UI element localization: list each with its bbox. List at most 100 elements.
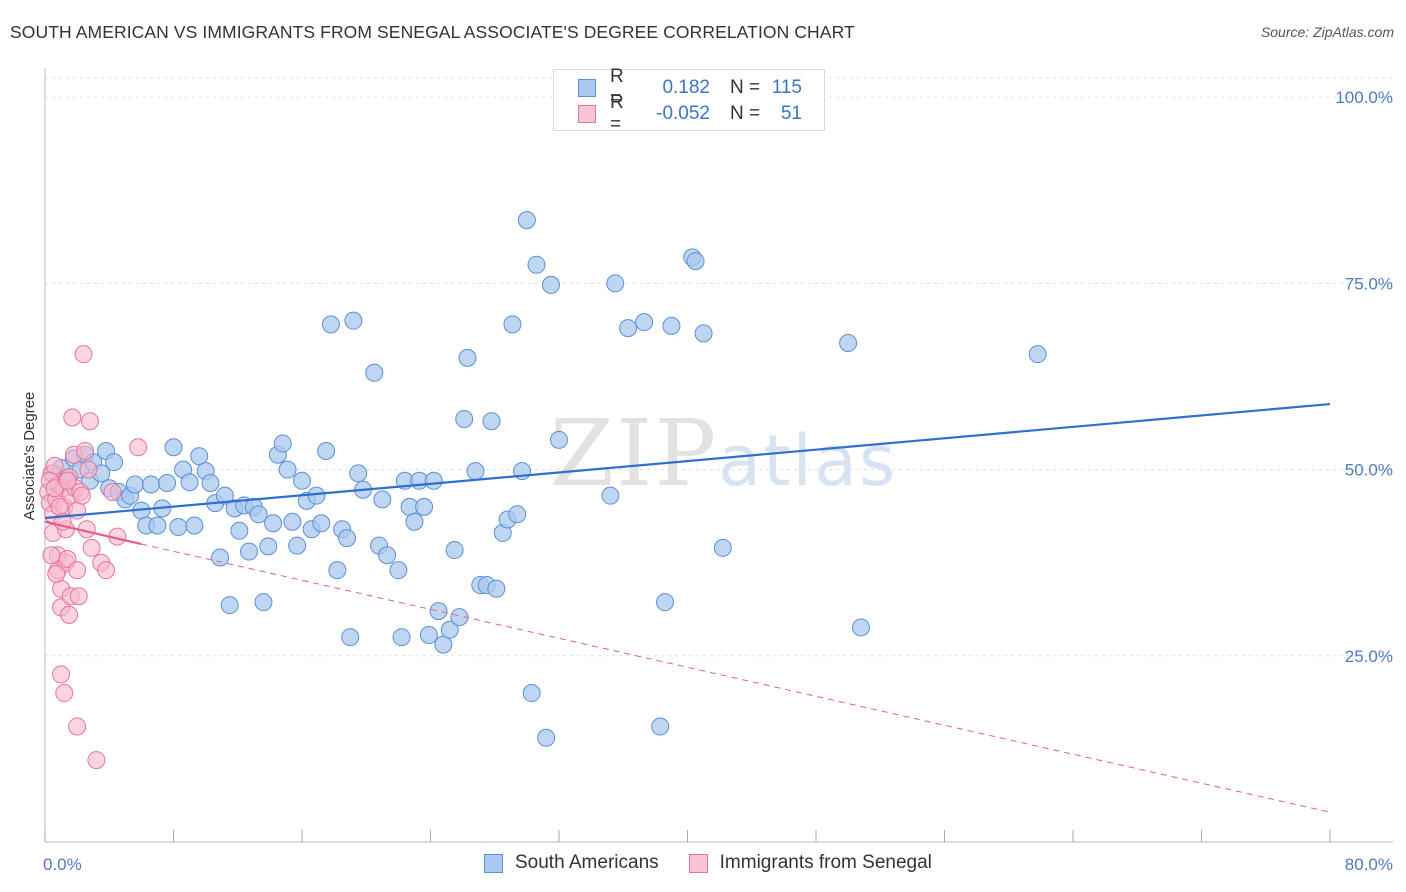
trendline-senegal-dashed — [141, 543, 1331, 813]
data-point-south-americans — [651, 717, 670, 736]
data-point-south-americans — [312, 514, 331, 533]
data-point-senegal — [60, 605, 79, 624]
x-tick-label: 80.0% — [1345, 855, 1393, 874]
data-point-south-americans — [450, 608, 469, 627]
correlation-legend: R = 0.182 N = 115 R = -0.052 N = 51 — [553, 66, 825, 135]
data-point-south-americans — [429, 602, 448, 621]
data-point-senegal — [68, 717, 87, 736]
data-point-south-americans — [125, 475, 144, 494]
legend-n-value: 51 — [780, 103, 802, 124]
data-point-senegal — [42, 546, 61, 565]
data-point-south-americans — [713, 538, 732, 557]
data-point-south-americans — [220, 596, 239, 615]
data-point-south-americans — [158, 474, 177, 493]
y-tick-label: 50.0% — [1345, 461, 1393, 480]
data-point-south-americans — [541, 275, 560, 294]
data-point-south-americans — [373, 490, 392, 509]
data-point-south-americans — [293, 471, 311, 490]
source-label: Source: ZipAtlas.com — [1260, 24, 1394, 40]
legend-n-label: N = — [730, 103, 761, 124]
data-point-south-americans — [487, 579, 506, 598]
data-point-south-americans — [527, 255, 546, 274]
data-point-south-americans — [185, 516, 204, 535]
data-point-south-americans — [239, 542, 258, 561]
data-point-senegal — [103, 482, 122, 501]
data-point-south-americans — [278, 460, 297, 479]
data-point-south-americans — [839, 334, 858, 353]
data-point-south-americans — [201, 474, 220, 493]
legend-n-label: N = — [730, 77, 761, 98]
data-point-south-americans — [215, 486, 234, 505]
data-point-senegal — [55, 684, 74, 703]
data-point-south-americans — [508, 505, 527, 524]
legend-row-senegal: R = -0.052 N = 51 — [578, 92, 802, 135]
legend-n-value: 115 — [771, 77, 802, 98]
data-point-south-americans — [466, 462, 485, 481]
data-point-south-americans — [164, 438, 183, 457]
data-point-south-americans — [482, 412, 501, 431]
data-point-senegal — [63, 408, 82, 427]
data-point-senegal — [97, 561, 116, 580]
data-point-senegal — [82, 538, 101, 557]
data-point-senegal — [72, 486, 91, 505]
data-point-south-americans — [259, 537, 278, 556]
legend-swatch-pink — [578, 105, 596, 123]
data-point-south-americans — [288, 536, 307, 555]
chart-title: SOUTH AMERICAN VS IMMIGRANTS FROM SENEGA… — [10, 22, 855, 42]
data-point-south-americans — [445, 541, 464, 560]
data-point-senegal — [76, 442, 95, 460]
data-point-south-americans — [455, 409, 474, 428]
data-point-senegal — [58, 471, 77, 490]
data-point-south-americans — [424, 471, 443, 490]
data-point-south-americans — [211, 548, 230, 567]
data-point-south-americans — [662, 316, 681, 335]
data-point-south-americans — [337, 529, 356, 548]
data-point-south-americans — [283, 512, 302, 531]
data-point-south-americans — [458, 348, 477, 367]
data-point-south-americans — [415, 497, 434, 516]
legend-swatch-blue — [484, 853, 503, 873]
y-tick-label: 25.0% — [1345, 647, 1393, 666]
legend-r-label: R = — [610, 92, 624, 135]
data-point-south-americans — [142, 475, 161, 494]
data-point-south-americans — [522, 684, 541, 703]
legend-swatch-blue — [578, 79, 596, 97]
data-point-south-americans — [349, 464, 368, 483]
data-point-senegal — [47, 564, 66, 583]
legend-r-value: 0.182 — [662, 77, 710, 98]
data-point-south-americans — [344, 311, 363, 330]
data-point-south-americans — [694, 324, 713, 343]
trendline-senegal — [44, 520, 142, 546]
data-point-senegal — [50, 497, 69, 516]
data-point-south-americans — [517, 211, 536, 230]
data-point-south-americans — [317, 442, 336, 460]
data-point-south-americans — [405, 512, 424, 531]
data-point-senegal — [79, 460, 98, 479]
y-axis-title: Associate's Degree — [21, 392, 38, 521]
series-legend: South Americans Immigrants from Senegal — [484, 852, 962, 874]
data-point-south-americans — [321, 315, 340, 334]
data-point-south-americans — [656, 593, 675, 612]
trendline-south-americans — [44, 402, 1331, 520]
data-point-south-americans — [537, 728, 556, 747]
data-point-south-americans — [169, 517, 188, 536]
data-point-south-americans — [635, 313, 654, 332]
data-point-south-americans — [619, 319, 638, 338]
data-point-south-americans — [190, 447, 209, 466]
data-point-south-americans — [105, 453, 124, 472]
data-point-south-americans — [440, 620, 459, 639]
legend-item-senegal: Immigrants from Senegal — [688, 852, 932, 874]
data-point-south-americans — [503, 315, 522, 334]
data-point-south-americans — [341, 628, 360, 647]
data-point-south-americans — [180, 473, 199, 492]
legend-item-south-americans: South Americans — [484, 852, 659, 874]
data-point-senegal — [69, 587, 88, 606]
data-point-south-americans — [851, 618, 870, 637]
data-point-south-americans — [389, 561, 408, 580]
legend-r-label: R = — [610, 66, 624, 109]
data-point-south-americans — [606, 274, 625, 293]
data-point-south-americans — [1028, 345, 1047, 364]
data-point-south-americans — [365, 363, 384, 382]
data-point-south-americans — [686, 252, 705, 271]
